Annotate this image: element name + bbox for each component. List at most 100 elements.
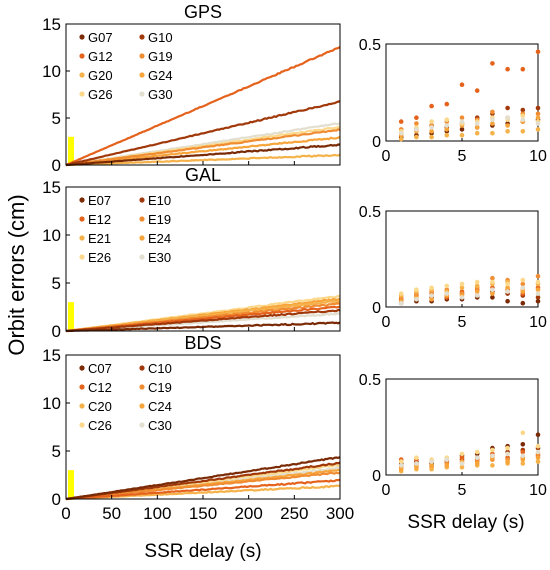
yellow-marker xyxy=(68,302,74,331)
legend-label: G07 xyxy=(88,30,113,45)
inset-gps: 0 0.5 0 5 10 xyxy=(359,37,547,165)
scatter-point-g20 xyxy=(505,129,510,134)
scatter-point-g12 xyxy=(490,61,495,66)
legend-marker xyxy=(79,197,85,203)
y-tick-label: 0 xyxy=(372,134,381,151)
scatter-point-g30 xyxy=(535,121,541,126)
scatter-point-g19 xyxy=(414,121,419,126)
scatter-point-c07 xyxy=(535,432,541,438)
scatter-point-e26 xyxy=(398,291,404,296)
legend-label: G12 xyxy=(88,49,113,64)
legend-marker xyxy=(79,91,85,97)
scatter-point-g10 xyxy=(535,105,541,111)
scatter-point-c24 xyxy=(505,459,510,464)
scatter-point-g30 xyxy=(444,123,450,128)
scatter-point-g20 xyxy=(414,134,419,140)
legend-label: G24 xyxy=(148,68,173,83)
x-tick-label: 200 xyxy=(234,504,262,523)
scatter-point-g20 xyxy=(429,134,434,140)
scatter-point-c30 xyxy=(414,461,419,466)
scatter-point-e30 xyxy=(429,293,434,298)
scatter-point-e19 xyxy=(520,281,526,287)
legend-marker xyxy=(139,53,145,59)
scatter-point-g24 xyxy=(505,123,510,128)
scatter-point-e26 xyxy=(429,285,434,291)
inset-gal: 0 0.5 0 5 10 xyxy=(359,204,547,331)
scatter-point-e19 xyxy=(535,274,541,279)
scatter-point-e26 xyxy=(535,279,541,285)
scatter-point-c24 xyxy=(535,455,541,461)
legend-marker xyxy=(79,365,85,371)
scatter-point-c24 xyxy=(414,465,419,470)
scatter-point-g24 xyxy=(429,129,434,134)
scatter-point-e24 xyxy=(505,285,510,291)
x-tick-label: 300 xyxy=(326,504,354,523)
scatter-point-g26 xyxy=(444,117,450,122)
x-tick-label: 150 xyxy=(189,504,217,523)
scatter-point-g10 xyxy=(520,107,526,113)
scatter-point-e30 xyxy=(414,297,419,302)
x-tick-label: 5 xyxy=(458,148,467,165)
legend-marker xyxy=(139,197,145,203)
scatter-point-g07 xyxy=(459,127,465,132)
y-tick-label: 5 xyxy=(52,109,61,128)
scatter-point-g30 xyxy=(459,119,465,124)
scatter-point-c30 xyxy=(535,449,541,455)
x-tick-label: 10 xyxy=(529,314,547,331)
y-tick-label: 0.5 xyxy=(359,204,381,221)
panel-gps: 0 5 10 15 GPS G07 G10 G12 G19 G20 G24 G26 G30 xyxy=(42,2,341,175)
scatter-point-e24 xyxy=(535,287,541,293)
scatter-point-g12 xyxy=(535,49,541,55)
x-tick-label: 10 xyxy=(529,148,547,165)
scatter-point-e10 xyxy=(535,295,541,300)
legend-label: E26 xyxy=(88,250,111,265)
legend-label: G10 xyxy=(148,30,173,45)
legend-label: E21 xyxy=(88,231,111,246)
legend-label: E07 xyxy=(88,193,111,208)
scatter-point-c12 xyxy=(520,449,526,455)
legend-marker xyxy=(79,422,85,428)
scatter-point-g20 xyxy=(444,132,450,138)
scatter-point-c26 xyxy=(490,447,495,453)
scatter-point-g19 xyxy=(490,109,495,115)
x-tick-label: 250 xyxy=(280,504,308,523)
x-tick-label: 10 xyxy=(529,482,547,499)
scatter-point-g26 xyxy=(429,119,434,124)
scatter-point-g12 xyxy=(444,101,450,107)
scatter-point-e26 xyxy=(459,281,465,287)
series-line-g24 xyxy=(65,135,341,167)
yellow-marker xyxy=(68,470,74,499)
legend-marker xyxy=(139,422,145,428)
scatter-point-c26 xyxy=(459,451,465,457)
legend-marker xyxy=(79,384,85,390)
legend-label: E19 xyxy=(148,212,171,227)
legend-marker xyxy=(79,403,85,409)
scatter-point-g20 xyxy=(535,127,541,132)
scatter-point-g12 xyxy=(459,82,465,87)
legend-marker xyxy=(139,384,145,390)
legend-label: C20 xyxy=(88,399,112,414)
scatter-point-c26 xyxy=(398,459,404,464)
x-tick-label: 50 xyxy=(102,504,121,523)
series-line-g19 xyxy=(65,128,341,167)
legend: C07 C10 C12 C19 C20 C24 C26 C30 xyxy=(79,361,172,433)
scatter-point-g19 xyxy=(459,115,465,120)
y-tick-label: 0.5 xyxy=(359,372,381,389)
legend-marker xyxy=(79,34,85,40)
scatter-point-g19 xyxy=(535,111,541,117)
y-tick-label: 15 xyxy=(42,178,61,197)
scatter-point-e07 xyxy=(520,300,526,306)
scatter-point-g12 xyxy=(398,119,404,124)
scatter-point-g24 xyxy=(535,115,541,120)
y-tick-label: 10 xyxy=(42,394,61,413)
scatter-point-c24 xyxy=(429,463,434,468)
scatter-point-c30 xyxy=(429,459,434,464)
y-tick-label: 0 xyxy=(52,322,61,341)
yellow-marker xyxy=(68,136,74,165)
inset-bds: 0 0.5 0 5 10 xyxy=(359,372,547,499)
legend-label: G19 xyxy=(148,49,173,64)
legend-label: C10 xyxy=(148,361,172,376)
legend-marker xyxy=(79,254,85,260)
